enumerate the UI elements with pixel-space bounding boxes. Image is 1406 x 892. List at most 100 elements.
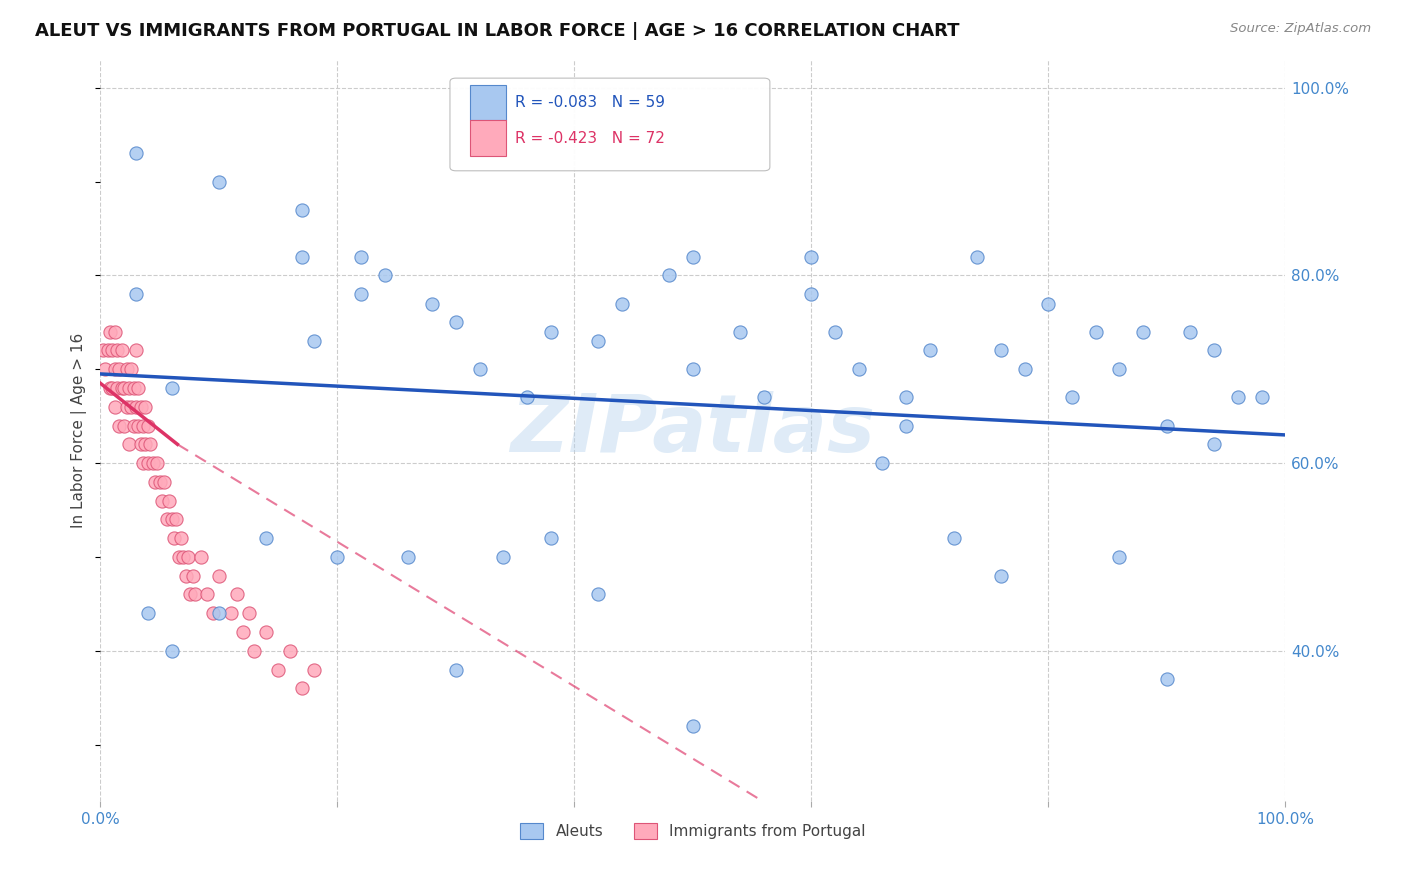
Point bbox=[1226, 391, 1249, 405]
Point bbox=[115, 362, 138, 376]
Point bbox=[1108, 549, 1130, 564]
Y-axis label: In Labor Force | Age > 16: In Labor Force | Age > 16 bbox=[72, 333, 87, 528]
Point bbox=[150, 493, 173, 508]
Point bbox=[104, 325, 127, 339]
Point bbox=[136, 606, 159, 620]
Point bbox=[682, 719, 704, 733]
Point bbox=[291, 250, 314, 264]
Point bbox=[170, 531, 193, 545]
Text: R = -0.423   N = 72: R = -0.423 N = 72 bbox=[515, 130, 665, 145]
Point bbox=[104, 362, 127, 376]
Point bbox=[167, 549, 190, 564]
Point bbox=[990, 568, 1012, 582]
Point bbox=[872, 456, 894, 470]
Point bbox=[108, 418, 131, 433]
Point bbox=[238, 606, 260, 620]
Point bbox=[350, 250, 373, 264]
Point bbox=[120, 362, 142, 376]
Point bbox=[160, 512, 183, 526]
Point bbox=[132, 418, 155, 433]
Point bbox=[326, 549, 349, 564]
Point bbox=[112, 418, 135, 433]
Point bbox=[190, 549, 212, 564]
Point bbox=[1156, 672, 1178, 686]
Point bbox=[115, 400, 138, 414]
Point bbox=[610, 296, 633, 310]
Point bbox=[132, 456, 155, 470]
Point bbox=[302, 334, 325, 348]
Point bbox=[291, 681, 314, 696]
Point bbox=[894, 418, 917, 433]
Point bbox=[125, 146, 148, 161]
Point bbox=[800, 287, 823, 301]
Point bbox=[1250, 391, 1272, 405]
Point bbox=[127, 418, 149, 433]
Point bbox=[291, 202, 314, 217]
Point bbox=[1060, 391, 1083, 405]
Point bbox=[177, 549, 200, 564]
Point bbox=[243, 644, 266, 658]
Point bbox=[174, 568, 197, 582]
Point bbox=[1132, 325, 1154, 339]
Point bbox=[146, 456, 169, 470]
Point bbox=[111, 343, 134, 358]
Point bbox=[752, 391, 775, 405]
Point bbox=[160, 644, 183, 658]
Point bbox=[540, 325, 562, 339]
Point bbox=[129, 437, 152, 451]
Bar bbox=[470, 85, 506, 120]
Point bbox=[444, 663, 467, 677]
Point bbox=[468, 362, 491, 376]
Point bbox=[990, 343, 1012, 358]
Point bbox=[824, 325, 846, 339]
Point bbox=[163, 531, 186, 545]
Point bbox=[91, 343, 114, 358]
Point bbox=[105, 343, 128, 358]
Point bbox=[208, 175, 231, 189]
Point bbox=[165, 512, 187, 526]
Point bbox=[219, 606, 242, 620]
Text: ALEUT VS IMMIGRANTS FROM PORTUGAL IN LABOR FORCE | AGE > 16 CORRELATION CHART: ALEUT VS IMMIGRANTS FROM PORTUGAL IN LAB… bbox=[35, 22, 960, 40]
Point bbox=[181, 568, 204, 582]
Point bbox=[136, 456, 159, 470]
Point bbox=[179, 587, 201, 601]
Point bbox=[848, 362, 870, 376]
Point bbox=[101, 381, 124, 395]
Point bbox=[1108, 362, 1130, 376]
Point bbox=[101, 343, 124, 358]
Point bbox=[966, 250, 988, 264]
Point bbox=[139, 437, 162, 451]
Point bbox=[586, 334, 609, 348]
Point bbox=[800, 250, 823, 264]
Point bbox=[420, 296, 443, 310]
Point bbox=[1014, 362, 1036, 376]
Point bbox=[350, 287, 373, 301]
Point bbox=[1038, 296, 1060, 310]
Point bbox=[172, 549, 194, 564]
Point bbox=[98, 381, 121, 395]
Point bbox=[156, 512, 179, 526]
Point bbox=[122, 418, 145, 433]
Point bbox=[374, 268, 396, 283]
Point bbox=[894, 391, 917, 405]
Point bbox=[136, 418, 159, 433]
Point bbox=[1204, 343, 1226, 358]
Point bbox=[111, 381, 134, 395]
Point bbox=[120, 400, 142, 414]
Point bbox=[942, 531, 965, 545]
Point bbox=[278, 644, 301, 658]
Text: Source: ZipAtlas.com: Source: ZipAtlas.com bbox=[1230, 22, 1371, 36]
Point bbox=[112, 381, 135, 395]
Point bbox=[104, 400, 127, 414]
Point bbox=[153, 475, 176, 489]
Point bbox=[122, 381, 145, 395]
Point bbox=[157, 493, 180, 508]
Point bbox=[94, 362, 117, 376]
Text: R = -0.083   N = 59: R = -0.083 N = 59 bbox=[515, 95, 665, 110]
Legend: Aleuts, Immigrants from Portugal: Aleuts, Immigrants from Portugal bbox=[515, 817, 872, 845]
Point bbox=[149, 475, 172, 489]
Point bbox=[208, 568, 231, 582]
Point bbox=[96, 343, 118, 358]
Point bbox=[254, 531, 277, 545]
Point bbox=[142, 456, 165, 470]
